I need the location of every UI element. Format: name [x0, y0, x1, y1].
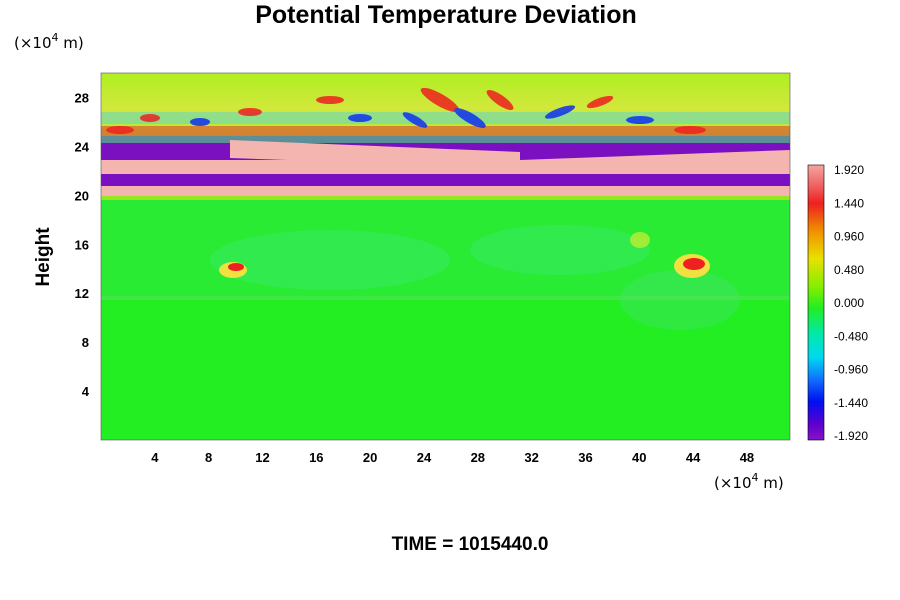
positive-band-tilt: [230, 140, 520, 168]
colorbar-tick-label: 0.480: [834, 263, 864, 277]
heatmap-patch: [470, 225, 650, 275]
plume-right: [630, 232, 710, 278]
colorbar-tick-label: -0.960: [834, 363, 868, 377]
x-unit-prefix: (×10: [714, 474, 752, 492]
x-unit-exp: 4: [752, 471, 759, 484]
wave-blob: [348, 114, 372, 122]
x-tick-label: 12: [255, 450, 269, 465]
wave-blob: [454, 108, 486, 128]
wave-blob: [106, 126, 134, 134]
colorbar-labels: 1.920 1.440 0.960 0.480 0.000 -0.480 -0.960 -1.…: [834, 163, 868, 443]
colorbar-tick-label: 1.440: [834, 196, 864, 210]
x-tick-label: 44: [686, 450, 701, 465]
colorbar-tick-label: -1.440: [834, 396, 868, 410]
x-tick-label: 20: [363, 450, 377, 465]
x-tick-label: 32: [524, 450, 538, 465]
y-axis-label: Height: [33, 227, 54, 287]
y-ticks: 4 8 12 16 20 24 28: [75, 90, 90, 399]
negative-band-lower: [101, 174, 790, 186]
upper-layer-red: [101, 126, 790, 136]
upper-layer-cyan: [101, 112, 790, 124]
x-tick-label: 40: [632, 450, 646, 465]
x-tick-label: 48: [740, 450, 754, 465]
positive-band-tilt-right: [520, 150, 790, 172]
x-tick-label: 8: [205, 450, 212, 465]
colorbar: [807, 164, 825, 441]
wave-blob: [674, 126, 706, 134]
colorbar-tick-label: -0.480: [834, 329, 868, 343]
wave-blob: [140, 114, 160, 122]
heatmap-patch: [101, 296, 790, 300]
heatmap-field: [101, 73, 790, 440]
y-tick-label: 4: [82, 384, 90, 399]
wave-blob: [544, 105, 576, 119]
time-label: TIME = 1015440.0: [392, 534, 549, 555]
x-unit-suffix: m): [759, 474, 784, 492]
x-tick-label: 28: [471, 450, 485, 465]
y-unit-exp: 4: [52, 31, 59, 44]
colorbar-tick-label: 0.000: [834, 296, 864, 310]
wave-blob: [586, 95, 614, 109]
y-unit-prefix: (×10: [14, 34, 52, 52]
y-tick-label: 28: [75, 90, 89, 105]
x-tick-label: 4: [151, 450, 159, 465]
plume-left: [219, 262, 247, 278]
plume-right-core: [683, 258, 705, 270]
x-tick-label: 24: [417, 450, 432, 465]
heatmap-patch: [101, 200, 790, 300]
y-tick-label: 16: [75, 237, 89, 252]
x-ticks: 4 8 12 16 20 24 28 32 36 40 44 48: [151, 450, 754, 465]
y-unit-suffix: m): [59, 34, 84, 52]
plume-left-core: [228, 263, 244, 271]
wave-blob: [626, 116, 654, 124]
colorbar-tick-label: -1.920: [834, 429, 868, 443]
wave-blob: [486, 89, 514, 111]
y-tick-label: 24: [75, 139, 90, 154]
wave-blob: [420, 87, 460, 113]
chart-title: Potential Temperature Deviation: [255, 1, 637, 29]
plume-right-mid: [630, 232, 650, 248]
y-tick-label: 8: [82, 335, 89, 350]
wave-blob: [238, 108, 262, 116]
x-tick-label: 16: [309, 450, 323, 465]
x-tick-label: 36: [578, 450, 592, 465]
wave-blob: [190, 118, 210, 126]
wave-blob: [402, 112, 428, 128]
y-unit-label: (×104 m): [14, 31, 84, 52]
y-tick-label: 20: [75, 188, 89, 203]
heatmap-patch: [210, 230, 450, 290]
positive-band-lower: [101, 186, 790, 196]
plot-frame: [100, 72, 791, 441]
wave-blobs: [106, 87, 706, 134]
band-edge: [101, 196, 790, 200]
wave-blob: [316, 96, 344, 104]
y-tick-label: 12: [75, 286, 89, 301]
x-unit-label: (×104 m): [714, 471, 784, 492]
upper-layer-blue: [101, 136, 790, 144]
colorbar-tick-label: 1.920: [834, 163, 864, 177]
colorbar-tick-label: 0.960: [834, 230, 864, 244]
